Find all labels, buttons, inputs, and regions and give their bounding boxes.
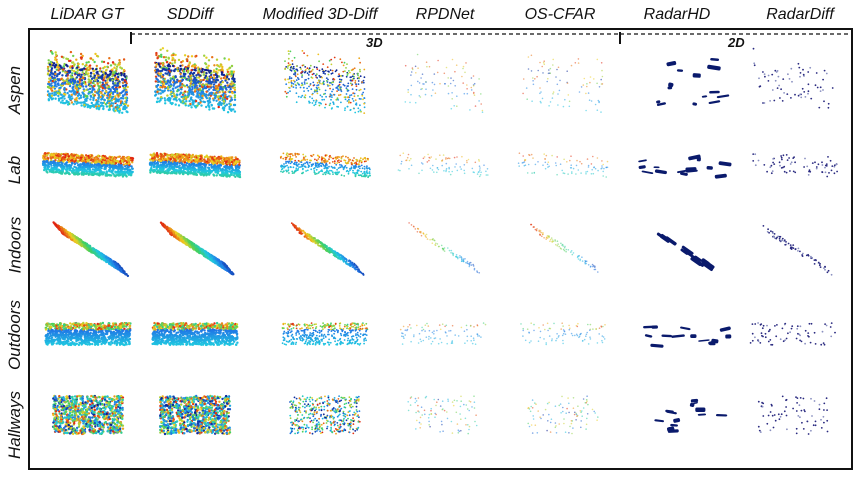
thumbnail-scatter2d-4-6 [757,395,829,435]
thumbnail-sparse-4-3 [407,395,478,435]
thumbnail-blobs2d-2-5 [656,232,715,272]
column-header-rpdnet: RPDNet [415,6,475,23]
thumbnail-blobs2d-3-5 [643,325,732,348]
thumbnail-scatter2d-1-6 [752,153,838,178]
group-label-2d: 2D [728,35,745,50]
thumbnail-medium-1-2 [279,152,371,179]
thumbnail-sparse-2-3 [408,222,481,274]
thumbnail-medium-4-2 [289,395,361,435]
thumbnail-scatter2d-0-6 [752,47,834,109]
thumbnail-dense-0-0 [46,50,130,115]
thumbnail-sparse-4-4 [527,395,599,435]
column-header-radardiff: RadarDiff [766,6,834,23]
column-header-os-cfar: OS-CFAR [524,6,596,23]
thumbnail-blobs2d-0-5 [656,58,730,106]
column-header-sddiff: SDDiff [166,6,214,23]
thumbnail-medium-0-2 [284,50,366,114]
thumbnail-dense-1-0 [41,151,135,178]
panel-frame [28,28,853,470]
thumbnail-dense-4-1 [159,394,232,436]
thumbnail-dense-2-1 [159,221,235,276]
thumbnail-sparse-0-4 [522,54,604,113]
thumbnail-dense-2-0 [52,221,130,278]
thumbnail-dense-4-0 [51,394,125,436]
thumbnail-sparse-2-4 [530,223,599,273]
thumbnail-medium-2-2 [290,222,365,276]
thumbnail-sparse-3-4 [520,322,606,346]
column-header-lidar-gt: LiDAR GT [50,6,124,23]
thumbnail-sparse-0-3 [404,53,484,113]
thumbnail-sparse-1-4 [517,152,609,178]
column-header-modified-3d-diff: Modified 3D-Diff [262,6,378,23]
thumbnail-dense-0-1 [153,47,237,114]
thumbnail-scatter2d-2-6 [762,225,833,276]
thumbnail-dense-3-1 [151,321,239,347]
column-header-radarhd: RadarHD [643,6,711,23]
thumbnail-medium-3-2 [281,322,369,346]
group-label-3d: 3D [366,35,383,50]
thumbnail-dense-1-1 [148,152,242,179]
thumbnail-scatter2d-3-6 [749,322,836,346]
thumbnail-blobs2d-1-5 [638,154,732,179]
thumbnail-sparse-3-3 [399,322,487,346]
thumbnail-sparse-1-3 [397,152,489,178]
thumbnail-dense-3-0 [44,321,132,347]
thumbnail-blobs2d-4-5 [654,398,728,433]
